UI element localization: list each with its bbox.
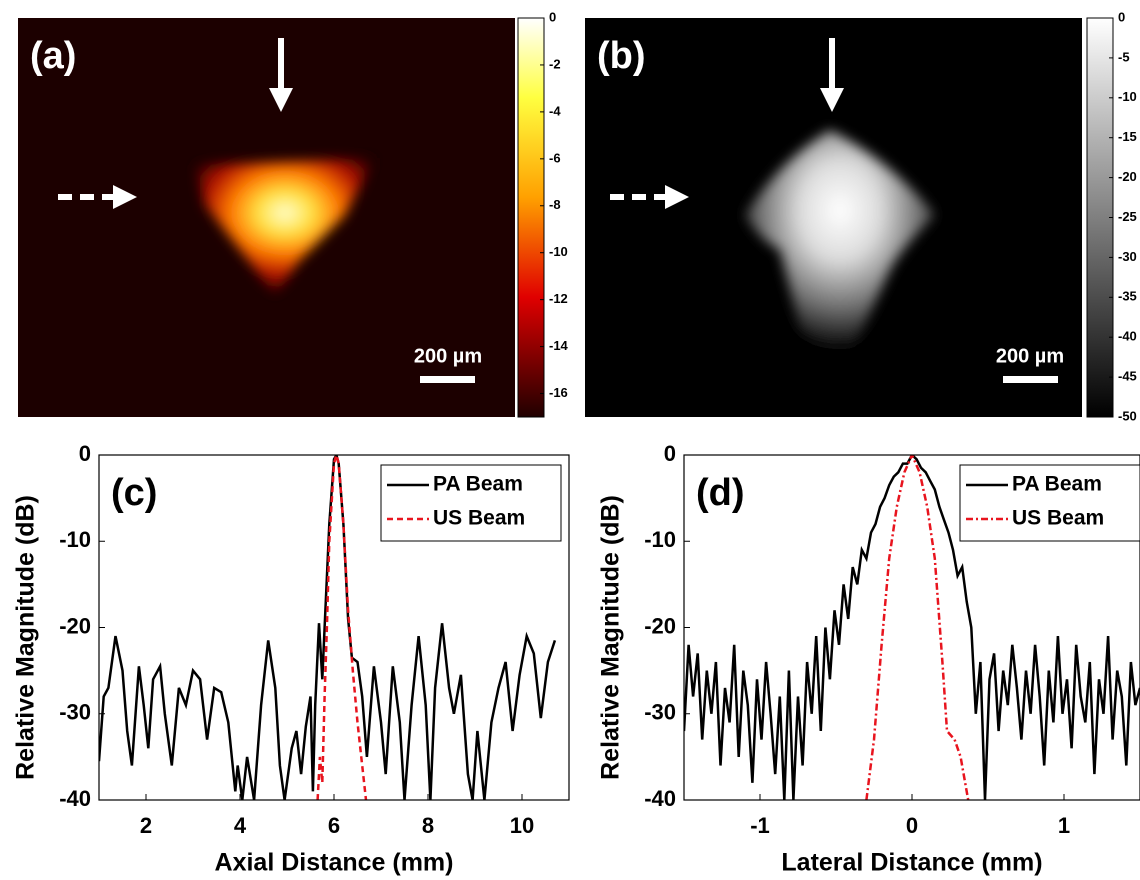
colorbar-tick-label: -8: [549, 197, 561, 212]
panel-label: (a): [30, 35, 76, 77]
y-tick-label: 0: [79, 441, 91, 466]
colorbar-tick-label: -14: [549, 338, 569, 353]
colorbar-tick-label: -5: [1118, 49, 1130, 64]
colorbar-tick-label: -30: [1118, 249, 1137, 264]
colorbar-tick-label: -16: [549, 385, 568, 400]
blob-a: [195, 158, 375, 295]
x-tick-label: 6: [328, 813, 340, 838]
y-tick-label: -10: [59, 527, 91, 552]
colorbar-tick-label: -50: [1118, 408, 1137, 423]
x-tick-label: 2: [140, 813, 152, 838]
y-axis-label: Relative Magnitude (dB): [597, 495, 625, 780]
y-tick-label: -10: [644, 527, 676, 552]
colorbar-tick-label: -45: [1118, 369, 1137, 384]
colorbar-tick-label: -20: [1118, 169, 1137, 184]
y-tick-label: -40: [59, 786, 91, 811]
colorbar: [517, 17, 545, 418]
y-tick-label: -30: [59, 700, 91, 725]
scale-label: 200 µm: [414, 345, 482, 367]
legend-label: PA Beam: [433, 473, 523, 496]
colorbar-tick-label: -10: [1118, 89, 1137, 104]
line-series: [99, 455, 557, 800]
legend-label: US Beam: [1012, 507, 1104, 530]
colorbar-tick-label: -6: [549, 150, 561, 165]
colorbar-tick-label: -40: [1118, 329, 1137, 344]
legend-box: [959, 464, 1140, 542]
x-tick-label: 8: [422, 813, 434, 838]
panel-label: (b): [597, 35, 646, 77]
y-tick-label: 0: [664, 441, 676, 466]
scale-label: 200 µm: [996, 345, 1064, 367]
x-axis-label: Lateral Distance (mm): [781, 849, 1042, 877]
colorbar-tick-label: -25: [1118, 209, 1137, 224]
y-tick-label: -40: [644, 786, 676, 811]
y-tick-label: -20: [59, 613, 91, 638]
plot-frame: [98, 454, 570, 801]
colorbar-tick-label: -2: [549, 56, 561, 71]
colorbar-tick-label: -15: [1118, 129, 1137, 144]
colorbar-tick-label: -12: [549, 291, 568, 306]
y-axis-label: Relative Magnitude (dB): [12, 495, 40, 780]
legend-box: [380, 464, 562, 542]
legend-label: US Beam: [433, 507, 525, 530]
colorbar-tick-label: -4: [549, 103, 561, 118]
panel-label: (d): [696, 472, 745, 514]
x-tick-label: 10: [510, 813, 534, 838]
x-tick-label: 1: [1058, 813, 1070, 838]
x-tick-label: 4: [234, 813, 247, 838]
scale-bar: [420, 376, 475, 383]
blob-b: [745, 130, 935, 360]
x-tick-label: 0: [906, 813, 918, 838]
legend-label: PA Beam: [1012, 473, 1102, 496]
y-tick-label: -30: [644, 700, 676, 725]
colorbar-tick-label: 0: [1118, 9, 1125, 24]
colorbar-tick-label: -10: [549, 244, 568, 259]
y-tick-label: -20: [644, 613, 676, 638]
line-series: [865, 455, 970, 800]
colorbar-tick-label: 0: [549, 9, 556, 24]
plot-frame: [683, 454, 1140, 801]
line-series: [684, 455, 1140, 800]
colorbar-tick-label: -35: [1118, 289, 1137, 304]
scale-bar: [1003, 376, 1058, 383]
x-axis-label: Axial Distance (mm): [215, 849, 454, 877]
x-tick-label: -1: [750, 813, 770, 838]
panel-label: (c): [111, 472, 157, 514]
